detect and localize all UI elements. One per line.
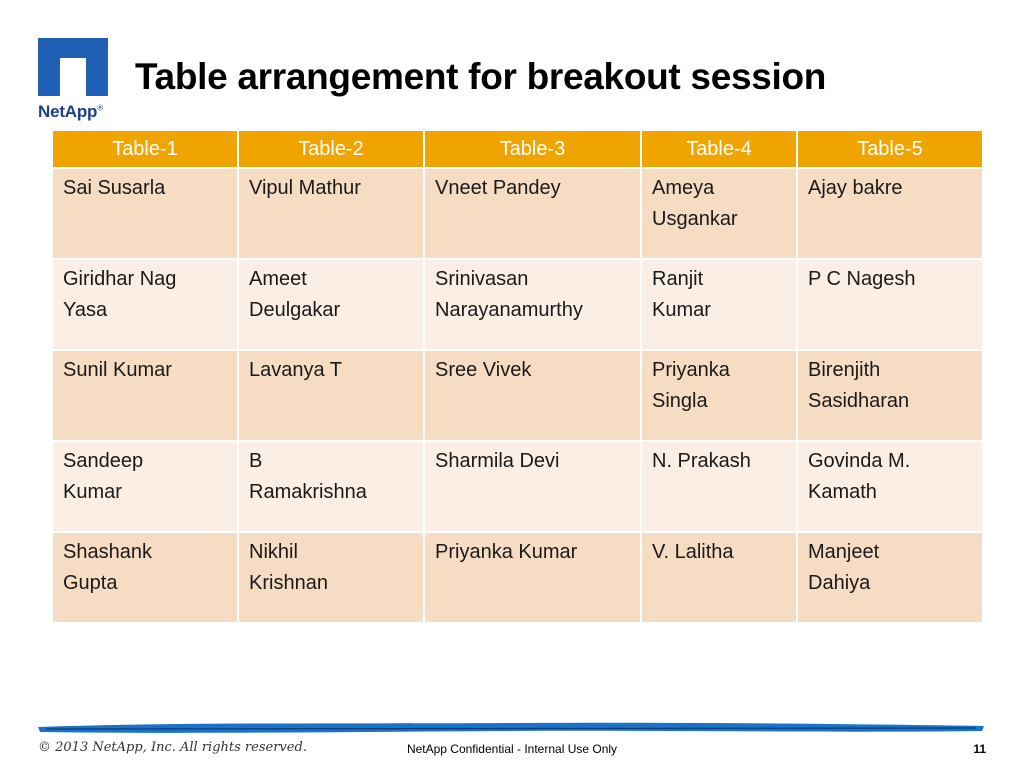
cell-text-line: Sree Vivek [435,359,532,381]
cell-text-line: Manjeet [808,541,880,563]
cell-text-line: Vipul Mathur [249,177,361,199]
cell-text-line: N. Prakash [652,450,751,472]
cell-text-line: Birenjith [808,359,881,381]
cell-text-line: Sunil Kumar [63,359,172,381]
cell-text-line: Ameya [652,177,715,199]
footer-brush-stroke [38,722,984,733]
cell-text-line: Kumar [652,299,711,321]
table-cell: N. Prakash [640,440,798,533]
table-cell: Ranjit Kumar [640,258,798,351]
table-cell: Sharmila Devi [423,440,642,533]
table-cell: Sree Vivek [423,349,642,442]
table-cell: Priyanka Singla [640,349,798,442]
table-cell: Vneet Pandey [423,167,642,260]
column-header: Table-3 [423,129,642,169]
cell-text-line: Usgankar [652,208,738,230]
table-row: Sunil Kumar Lavanya T Sree Vivek Priyanka Si… [51,349,984,442]
table-cell: Sandeep Kumar [51,440,239,533]
cell-text-line: Priyanka [652,359,730,381]
table-cell: Srinivasan Narayanamurthy [423,258,642,351]
table-cell: Sai Susarla [51,167,239,260]
table-cell: V. Lalitha [640,531,798,624]
column-header: Table-2 [237,129,425,169]
cell-text-line: Yasa [63,299,108,321]
cell-text-line: Sai Susarla [63,177,166,199]
table-cell: Sunil Kumar [51,349,239,442]
cell-text-line: B [249,450,263,472]
table-cell: B Ramakrishna [237,440,425,533]
cell-text-line: Ramakrishna [249,481,367,503]
cell-text-line: Ameet [249,268,307,290]
logo-wordmark: NetApp® [38,102,103,122]
netapp-logo: NetApp® [38,38,110,124]
table-cell: P C Nagesh [796,258,984,351]
table-cell: Ameya Usgankar [640,167,798,260]
cell-text-line: Deulgakar [249,299,341,321]
table-cell: Manjeet Dahiya [796,531,984,624]
cell-text-line: Lavanya T [249,359,343,381]
table-cell: Ameet Deulgakar [237,258,425,351]
column-header: Table-1 [51,129,239,169]
cell-text-line: Kamath [808,481,877,503]
cell-text-line: Nikhil [249,541,298,563]
page-number: 11 [973,742,986,756]
cell-text-line: Ranjit [652,268,704,290]
confidential-notice: NetApp Confidential - Internal Use Only [406,742,618,756]
cell-text-line: Kumar [63,481,122,503]
column-header: Table-5 [796,129,984,169]
table-header-row: Table-1 Table-2 Table-3 Table-4 Table-5 [51,129,984,169]
table-cell: Giridhar Nag Yasa [51,258,239,351]
table-cell: Shashank Gupta [51,531,239,624]
cell-text-line: Narayanamurthy [435,299,583,321]
cell-text-line: Giridhar Nag [63,268,177,290]
cell-text-line: Ajay bakre [808,177,903,199]
cell-text-line: Singla [652,390,708,412]
cell-text-line: P C Nagesh [808,268,916,290]
table-row: Giridhar Nag Yasa Ameet Deulgakar Srinivasan… [51,258,984,351]
copyright-text: © 2013 NetApp, Inc. All rights reserved. [38,740,307,755]
cell-text-line: Govinda M. [808,450,911,472]
table-cell: Govinda M. Kamath [796,440,984,533]
table-cell: Vipul Mathur [237,167,425,260]
cell-text-line: Krishnan [249,572,328,594]
table-cell: Priyanka Kumar [423,531,642,624]
cell-text-line: Vneet Pandey [435,177,561,199]
table-cell: Nikhil Krishnan [237,531,425,624]
table-cell: Birenjith Sasidharan [796,349,984,442]
cell-text-line: Sasidharan [808,390,910,412]
cell-text-line: Shashank [63,541,152,563]
table-row: Sandeep Kumar B Ramakrishna Sharmila Devi N. … [51,440,984,533]
table-cell: Lavanya T [237,349,425,442]
cell-text-line: Sharmila Devi [435,450,560,472]
cell-text-line: Priyanka Kumar [435,541,578,563]
table-row: Sai Susarla Vipul Mathur Vneet Pandey Ameya… [51,167,984,260]
registered-mark: ® [97,103,103,113]
table-cell: Ajay bakre [796,167,984,260]
cell-text-line: Sandeep [63,450,144,472]
cell-text-line: V. Lalitha [652,541,734,563]
logo-wordmark-text: NetApp [38,102,98,121]
netapp-logo-icon [38,38,108,96]
breakout-table: Table-1 Table-2 Table-3 Table-4 Table-5 … [51,129,984,624]
page-title: Table arrangement for breakout session [135,56,827,97]
column-header: Table-4 [640,129,798,169]
table-row: Shashank Gupta Nikhil Krishnan Priyanka Kuma… [51,531,984,624]
cell-text-line: Gupta [63,572,118,594]
cell-text-line: Dahiya [808,572,871,594]
cell-text-line: Srinivasan [435,268,529,290]
table-body: Sai Susarla Vipul Mathur Vneet Pandey Ameya… [51,167,984,624]
